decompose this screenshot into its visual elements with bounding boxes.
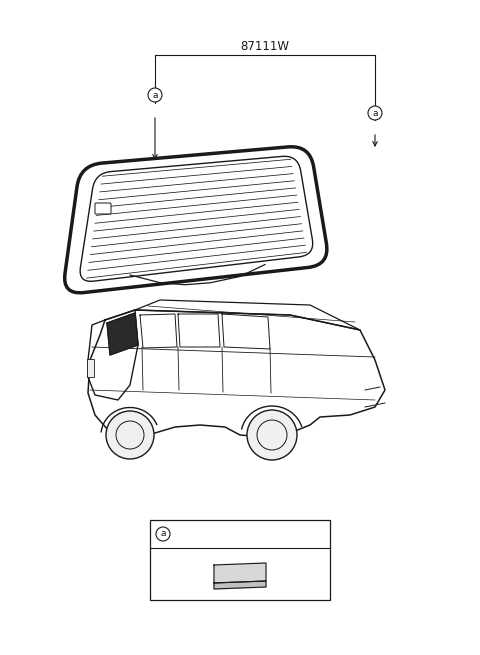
Text: a: a <box>152 90 158 100</box>
Circle shape <box>106 411 154 459</box>
PathPatch shape <box>80 157 312 281</box>
Circle shape <box>156 527 170 541</box>
Bar <box>87 359 94 377</box>
Text: a: a <box>372 109 378 117</box>
FancyBboxPatch shape <box>95 203 111 214</box>
Text: 87111W: 87111W <box>240 41 289 54</box>
Polygon shape <box>214 581 266 589</box>
Text: 87864: 87864 <box>176 527 213 540</box>
Text: a: a <box>160 529 166 538</box>
Bar <box>150 520 330 600</box>
Circle shape <box>368 106 382 120</box>
Polygon shape <box>107 313 138 355</box>
Circle shape <box>247 410 297 460</box>
PathPatch shape <box>65 147 327 293</box>
Circle shape <box>148 88 162 102</box>
Polygon shape <box>214 563 266 583</box>
